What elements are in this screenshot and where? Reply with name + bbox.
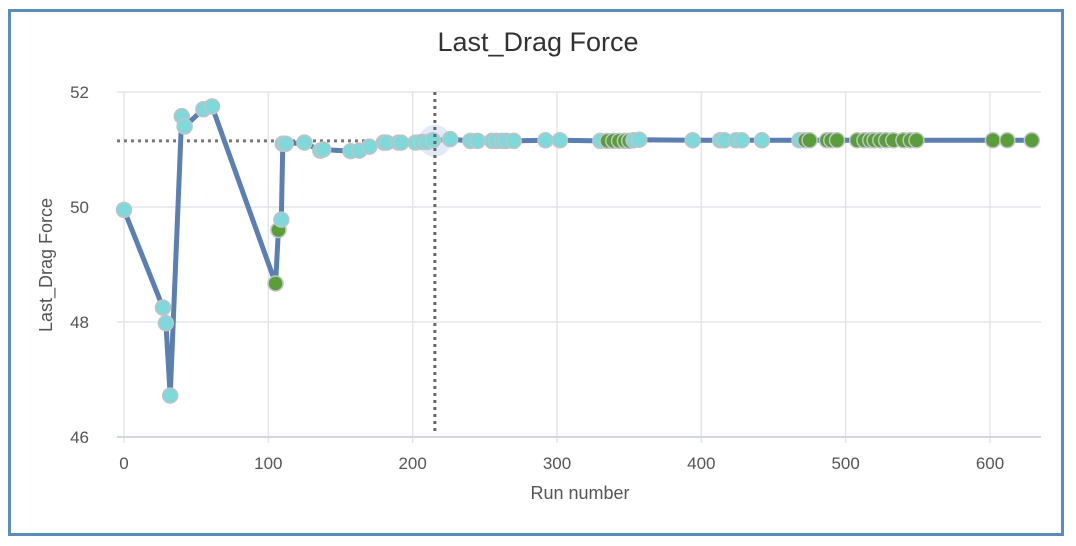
y-tick-label: 50 xyxy=(70,198,89,217)
x-tick-label: 0 xyxy=(119,454,128,473)
data-points[interactable] xyxy=(115,98,1041,404)
series-line xyxy=(121,103,1032,399)
y-tick-label: 48 xyxy=(70,313,89,332)
y-tick-label: 46 xyxy=(70,428,89,447)
data-point[interactable] xyxy=(828,132,846,149)
data-point[interactable] xyxy=(267,275,284,292)
data-point[interactable] xyxy=(505,132,522,150)
data-point[interactable] xyxy=(999,132,1016,149)
chart-title: Last_Drag Force xyxy=(437,27,639,57)
data-point[interactable] xyxy=(157,314,175,332)
data-point[interactable] xyxy=(753,132,771,149)
data-point[interactable] xyxy=(161,387,179,404)
y-tick-label: 52 xyxy=(70,83,89,102)
x-tick-label: 200 xyxy=(398,454,426,473)
data-point[interactable] xyxy=(296,134,313,151)
data-point[interactable] xyxy=(203,98,221,115)
data-point[interactable] xyxy=(469,132,486,150)
data-point[interactable] xyxy=(733,132,750,149)
data-point[interactable] xyxy=(277,135,294,152)
data-point[interactable] xyxy=(551,132,569,149)
chart-frame xyxy=(8,9,1064,536)
x-tick-label: 300 xyxy=(543,454,571,473)
x-tick-label: 400 xyxy=(687,454,715,473)
data-point[interactable] xyxy=(154,299,172,316)
data-point[interactable] xyxy=(361,138,378,155)
data-point[interactable] xyxy=(314,141,332,158)
data-point[interactable] xyxy=(392,134,410,151)
axes: 0 100 200 300 400 500 600 46 48 50 52 xyxy=(70,83,1004,473)
data-point[interactable] xyxy=(273,211,290,228)
data-point[interactable] xyxy=(801,132,818,149)
data-point[interactable] xyxy=(908,132,925,149)
data-point[interactable] xyxy=(631,131,648,148)
data-line xyxy=(121,103,1032,399)
x-tick-label: 100 xyxy=(254,454,282,473)
data-point[interactable] xyxy=(424,132,442,149)
data-point[interactable] xyxy=(176,118,193,135)
x-tick-label: 600 xyxy=(976,454,1004,473)
data-point[interactable] xyxy=(115,201,133,219)
x-tick-label: 500 xyxy=(831,454,859,473)
data-point[interactable] xyxy=(684,132,701,149)
grid-lines xyxy=(117,91,1041,443)
data-point[interactable] xyxy=(537,132,554,149)
y-axis-label: Last_Drag Force xyxy=(36,198,57,332)
x-axis-label: Run number xyxy=(530,483,629,503)
data-point[interactable] xyxy=(984,132,1002,149)
data-point[interactable] xyxy=(1023,132,1041,149)
data-point[interactable] xyxy=(441,130,459,148)
